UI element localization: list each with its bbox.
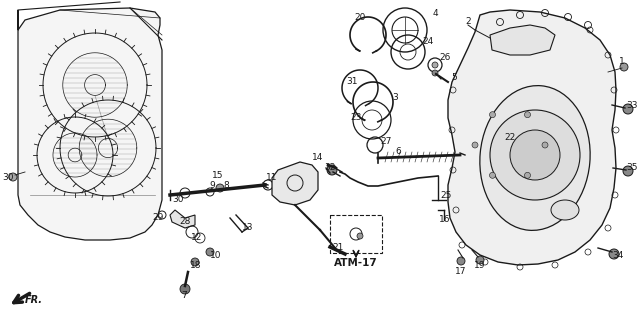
Circle shape	[476, 256, 484, 264]
Text: 33: 33	[627, 100, 637, 109]
Text: 27: 27	[380, 137, 392, 146]
Circle shape	[9, 173, 17, 181]
Text: 24: 24	[422, 38, 434, 47]
Circle shape	[620, 63, 628, 71]
Text: 25: 25	[440, 191, 452, 199]
Text: 11: 11	[266, 174, 278, 183]
Circle shape	[180, 284, 190, 294]
Text: 3: 3	[392, 94, 398, 103]
Circle shape	[432, 62, 438, 68]
Text: 6: 6	[395, 147, 401, 156]
Text: 13: 13	[243, 224, 253, 233]
Circle shape	[357, 233, 363, 239]
Text: 29: 29	[152, 213, 164, 222]
Text: 1: 1	[619, 58, 625, 67]
Text: 5: 5	[451, 73, 457, 82]
Text: ATM-17: ATM-17	[334, 258, 378, 268]
Circle shape	[472, 142, 478, 148]
Text: 21: 21	[332, 244, 344, 253]
Text: 32: 32	[324, 164, 336, 173]
Circle shape	[490, 112, 495, 118]
Polygon shape	[448, 10, 616, 265]
Polygon shape	[272, 162, 318, 205]
Text: 23: 23	[350, 114, 362, 123]
Ellipse shape	[480, 86, 590, 230]
Text: 14: 14	[312, 154, 324, 163]
Circle shape	[206, 248, 214, 256]
Circle shape	[327, 165, 337, 175]
Text: 26: 26	[439, 53, 451, 63]
Ellipse shape	[551, 200, 579, 220]
Text: 28: 28	[179, 217, 191, 226]
Circle shape	[490, 110, 580, 200]
Text: 30: 30	[3, 174, 13, 183]
Text: 9: 9	[209, 180, 215, 189]
Polygon shape	[490, 25, 555, 55]
Text: 20: 20	[355, 13, 365, 22]
Circle shape	[623, 166, 633, 176]
Circle shape	[525, 112, 531, 118]
Text: 19: 19	[474, 261, 486, 270]
Circle shape	[490, 172, 495, 178]
Circle shape	[191, 258, 199, 266]
Polygon shape	[18, 8, 162, 240]
Circle shape	[542, 142, 548, 148]
Circle shape	[623, 104, 633, 114]
Circle shape	[216, 184, 224, 192]
Text: 22: 22	[504, 133, 516, 142]
Text: 16: 16	[439, 216, 451, 225]
Text: 8: 8	[223, 180, 229, 189]
Text: FR.: FR.	[25, 295, 43, 305]
Text: 35: 35	[627, 164, 637, 173]
Text: 12: 12	[191, 234, 203, 243]
Text: 2: 2	[465, 17, 471, 26]
Text: 17: 17	[455, 267, 467, 276]
Circle shape	[457, 257, 465, 265]
Polygon shape	[170, 210, 195, 228]
Circle shape	[510, 130, 560, 180]
Circle shape	[525, 172, 531, 178]
Text: 18: 18	[190, 261, 202, 270]
Text: 10: 10	[211, 250, 221, 259]
Text: 15: 15	[212, 170, 224, 179]
Text: 7: 7	[181, 290, 187, 299]
Text: 31: 31	[346, 77, 358, 86]
Text: 34: 34	[612, 250, 624, 259]
Circle shape	[432, 70, 438, 76]
Circle shape	[609, 249, 619, 259]
Text: 4: 4	[432, 8, 438, 17]
Text: 30: 30	[172, 196, 184, 205]
